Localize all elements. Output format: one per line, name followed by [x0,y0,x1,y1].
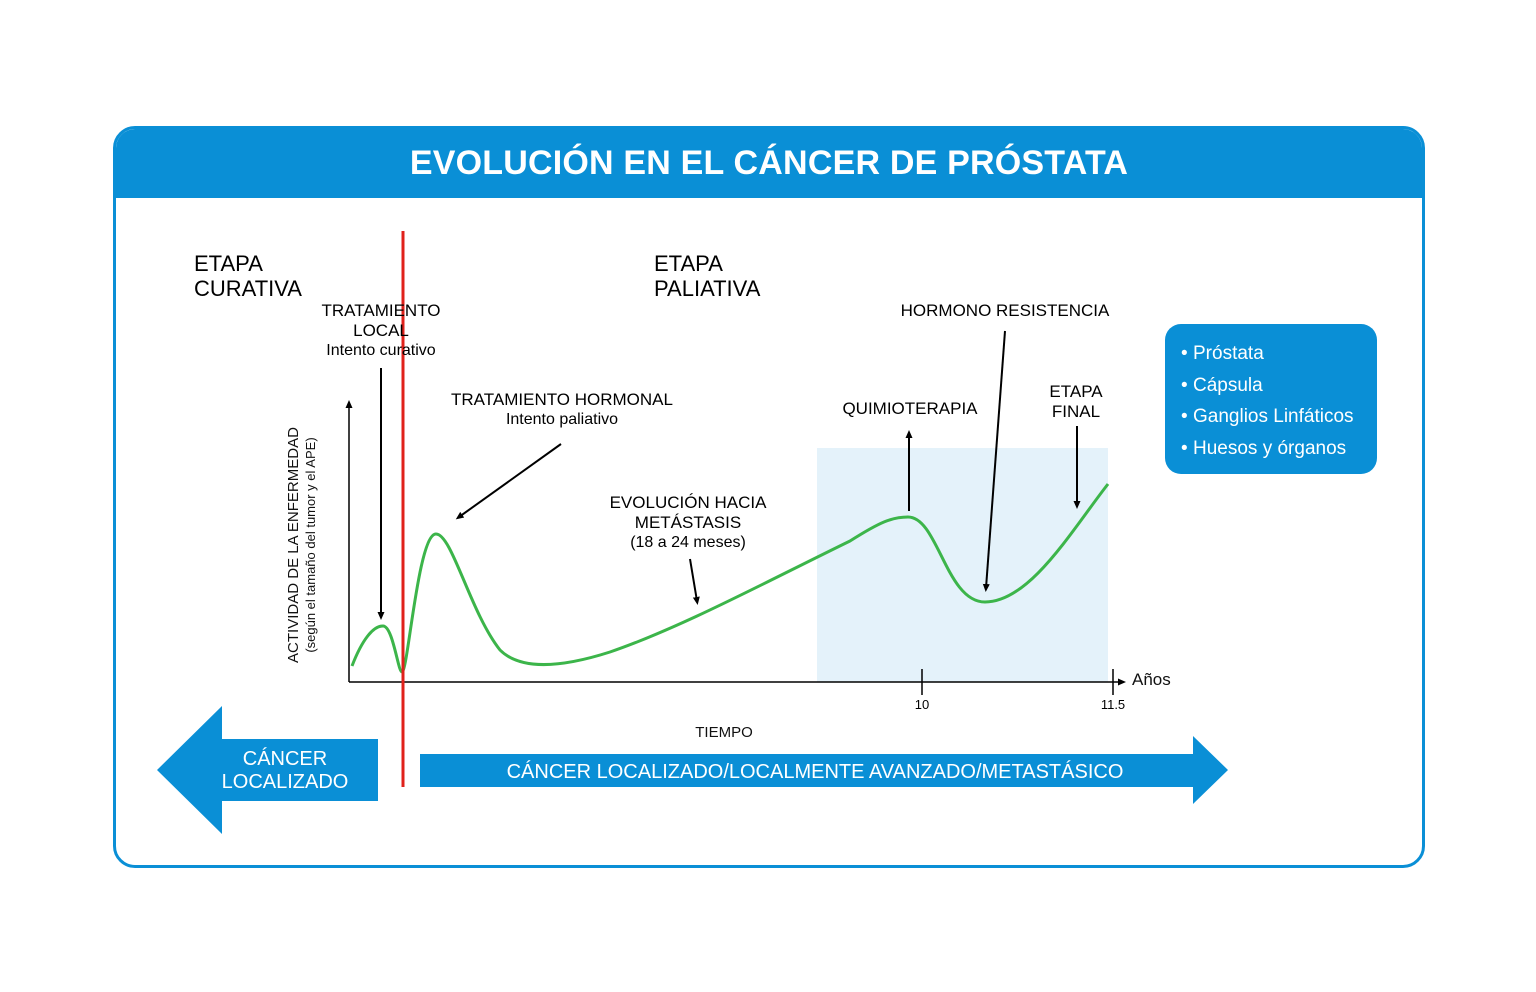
metastasis-pointer [689,558,700,605]
y-axis-label: ACTIVIDAD DE LA ENFERMEDAD (según el tam… [285,427,318,663]
legend-box: • Próstata • Cápsula • Ganglios Linfáticos … [1165,324,1377,474]
legend-item: • Ganglios Linfáticos [1181,401,1377,433]
hormonal-treatment-label: TRATAMIENTO HORMONAL Intento paliativo [451,390,673,428]
title-bar: EVOLUCIÓN EN EL CÁNCER DE PRÓSTATA [116,129,1422,198]
chemo-label: QUIMIOTERAPIA [842,399,978,418]
x-tick-label-10: 10 [914,697,930,712]
hormonal-treatment-pointer [455,443,562,520]
right-arrow-shape [420,736,1228,804]
bullet-icon: • [1181,437,1188,459]
x-unit-label: Años [1132,670,1171,689]
curative-stage-label: ETAPA CURATIVA [194,251,302,301]
bullet-icon: • [1181,374,1188,396]
hormone-resistance-pointer [982,330,1006,592]
hormone-resistance-label: HORMONO RESISTENCIA [900,301,1110,320]
bullet-icon: • [1181,343,1188,364]
local-treatment-label: TRATAMIENTO LOCAL Intento curativo [321,301,441,359]
legend-item: • Próstata [1181,338,1377,370]
left-arrow-shape [157,706,378,834]
metastasis-label: EVOLUCIÓN HACIA METÁSTASIS (18 a 24 mese… [609,493,767,551]
x-tick-label-11-5: 11.5 [1100,697,1126,712]
palliative-stage-label: ETAPA PALIATIVA [654,251,761,301]
localized-cancer-label: CÁNCER LOCALIZADO [221,748,349,793]
final-stage-label: ETAPA FINAL [1049,382,1103,421]
advanced-cancer-label: CÁNCER LOCALIZADO/LOCALMENTE AVANZADO/ME… [506,761,1124,783]
page-title: EVOLUCIÓN EN EL CÁNCER DE PRÓSTATA [409,144,1129,182]
bullet-icon: • [1181,406,1188,427]
x-axis-label: TIEMPO [695,724,753,741]
legend-item: • Cápsula [1181,370,1377,402]
late-stage-region [817,448,1108,682]
legend-item: • Huesos y órganos [1181,433,1377,465]
